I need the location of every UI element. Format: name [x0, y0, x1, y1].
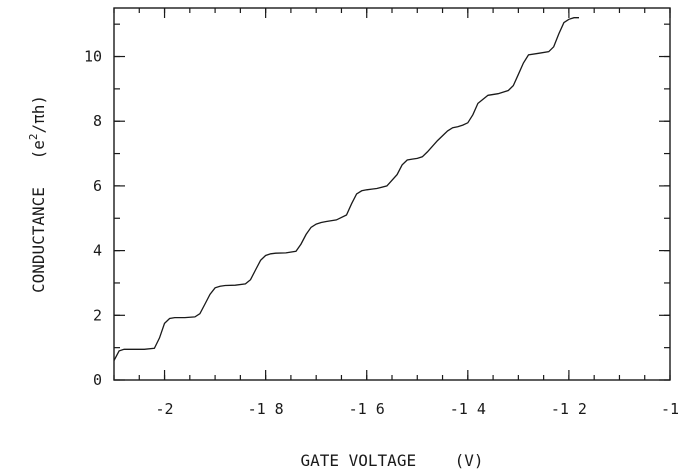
- y-tick-label: 6: [93, 177, 102, 195]
- y-axis-title-unit-sup: 2: [27, 134, 40, 141]
- x-tick-label: -1 4: [450, 400, 486, 418]
- x-tick-label: -2: [156, 400, 174, 418]
- y-tick-label: 2: [93, 306, 102, 324]
- svg-text:CONDUCTANCE (e2/πh): CONDUCTANCE (e2/πh): [27, 95, 48, 293]
- x-tick-label: -1: [661, 400, 678, 418]
- y-tick-label: 8: [93, 112, 102, 130]
- axis-ticks: [113, 8, 671, 381]
- conductance-curve: [113, 17, 579, 361]
- y-tick-labels: 0 2 4 6 8 10: [84, 48, 102, 389]
- x-axis-title: GATE VOLTAGE (V): [300, 451, 483, 470]
- y-axis-title-main: CONDUCTANCE: [29, 187, 48, 293]
- y-axis-title: CONDUCTANCE (e2/πh): [27, 95, 48, 293]
- y-tick-label: 0: [93, 371, 102, 389]
- x-tick-label: -1 2: [551, 400, 587, 418]
- y-tick-label: 10: [84, 48, 102, 66]
- y-axis-title-unit-rest: /πh): [29, 95, 48, 134]
- plot-frame: [113, 7, 671, 381]
- y-tick-label: 4: [93, 242, 102, 260]
- x-tick-label: -1 8: [248, 400, 284, 418]
- x-tick-label: -1 6: [349, 400, 385, 418]
- x-tick-labels: -2 -1 8 -1 6 -1 4 -1 2 -1: [156, 400, 678, 418]
- y-axis-title-unit: (e: [29, 140, 48, 159]
